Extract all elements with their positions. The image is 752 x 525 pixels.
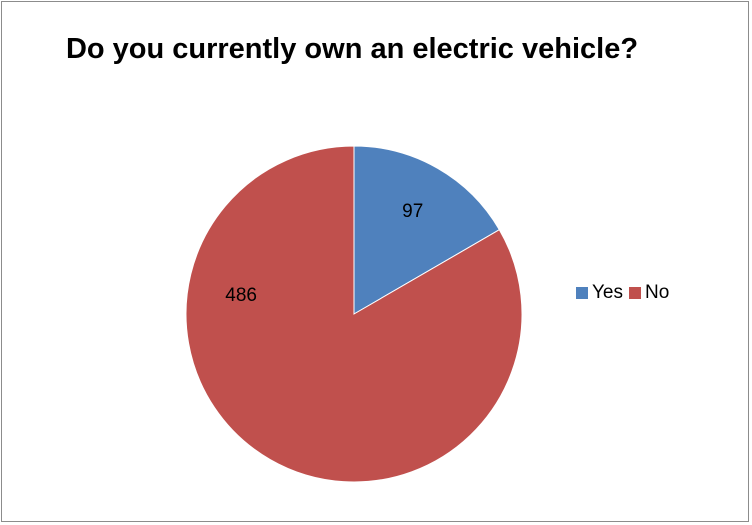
legend-label-no: No	[645, 282, 670, 303]
pie-slice-yes	[353, 145, 501, 315]
data-label-yes: 97	[402, 201, 423, 222]
legend-item-no: No	[629, 282, 669, 304]
legend-label-yes: Yes	[592, 282, 623, 303]
legend-swatch-no	[629, 287, 641, 299]
pie-slice-no	[185, 145, 523, 483]
legend-swatch-yes	[576, 287, 588, 299]
data-label-no: 486	[225, 285, 257, 306]
legend: Yes No	[576, 282, 669, 304]
chart-title: Do you currently own an electric vehicle…	[65, 33, 639, 65]
legend-item-yes: Yes	[576, 282, 623, 304]
